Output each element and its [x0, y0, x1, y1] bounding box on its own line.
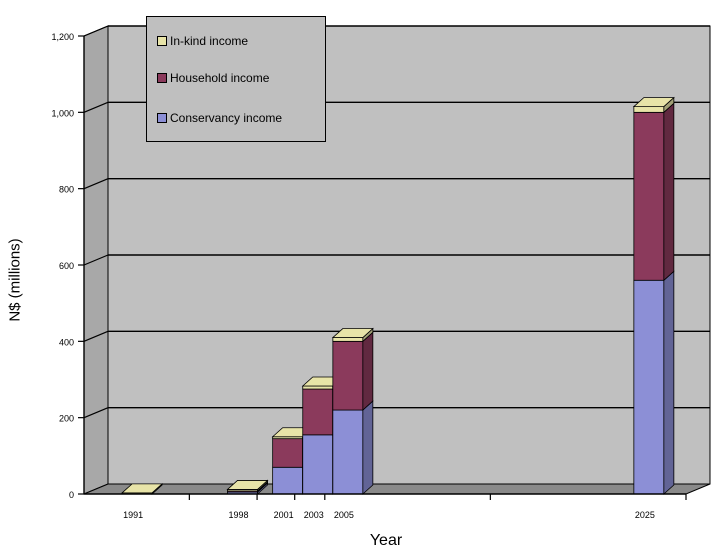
y-tick-label: 200 — [59, 414, 74, 424]
bar-2005-conservancy-income — [332, 400, 374, 495]
legend-swatch-conservancy — [157, 112, 167, 123]
y-axis-label: N$ (millions) — [6, 238, 24, 322]
legend-item-conservancy: Conservancy income — [157, 111, 282, 125]
x-tick-label-2003: 2003 — [304, 510, 324, 520]
legend-swatch-in-kind — [157, 35, 167, 46]
bar-top-2025 — [632, 97, 675, 108]
bar-top-2005 — [331, 328, 374, 338]
x-tick-label-1991: 1991 — [123, 510, 143, 520]
bar-top-1998 — [226, 480, 269, 490]
x-axis-label: Year — [369, 532, 403, 549]
gridline-side — [83, 25, 109, 37]
x-tick-label-2025: 2025 — [635, 510, 655, 520]
x-tick-label-2005: 2005 — [334, 510, 354, 520]
x-tick-label-2001: 2001 — [274, 510, 294, 520]
gridline-side — [83, 254, 109, 266]
y-tick-label: 1,200 — [51, 32, 74, 42]
gridline-side — [83, 101, 109, 113]
bar-2005-household-income — [332, 331, 374, 411]
gridline-side — [83, 178, 109, 190]
legend: In-kind income Household income Conserva… — [146, 16, 326, 142]
y-tick-label: 1,000 — [51, 108, 74, 118]
floor — [83, 483, 711, 495]
y-tick-label: 0 — [69, 490, 74, 500]
legend-swatch-household — [157, 72, 167, 83]
bar-2025-household-income — [633, 102, 675, 282]
gridline-side — [83, 407, 109, 419]
bar-2025-conservancy-income — [633, 270, 675, 495]
y-tick-label: 600 — [59, 261, 74, 271]
gridline-side — [83, 330, 109, 342]
y-tick-label: 800 — [59, 185, 74, 195]
bar-top-1991 — [121, 483, 164, 494]
legend-label-conservancy: Conservancy income — [170, 111, 283, 125]
legend-item-household: Household income — [157, 71, 269, 85]
legend-label-in-kind: In-kind income — [170, 34, 249, 48]
x-tick-label-1998: 1998 — [228, 510, 248, 520]
legend-label-household: Household income — [170, 71, 270, 85]
legend-item-in-kind: In-kind income — [157, 34, 248, 48]
y-tick-label: 400 — [59, 337, 74, 347]
